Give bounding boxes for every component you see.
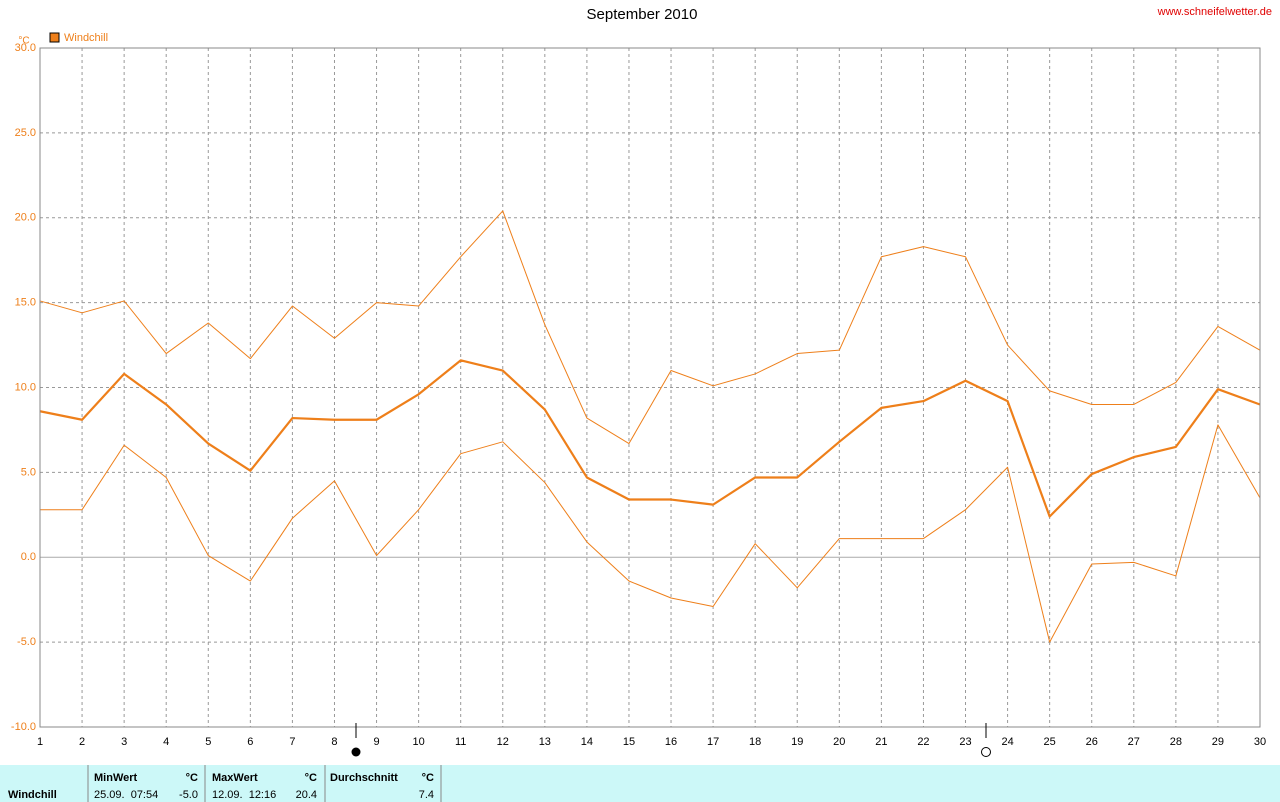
x-tick-label: 16 [665,736,677,748]
table-header: Durchschnitt [330,772,398,784]
y-tick-label: 20.0 [15,212,36,224]
x-tick-label: 6 [247,736,253,748]
table-header: °C [186,772,198,784]
y-tick-label: 30.0 [15,42,36,54]
x-tick-label: 12 [497,736,509,748]
x-tick-label: 8 [331,736,337,748]
x-tick-label: 28 [1170,736,1182,748]
table-cell: 7.4 [419,789,434,801]
y-tick-label: -10.0 [11,721,36,733]
chart-title: September 2010 [587,6,698,23]
series-line [39,210,1261,445]
y-tick-label: 0.0 [21,551,36,563]
y-tick-label: 25.0 [15,127,36,139]
x-tick-label: 11 [455,736,466,748]
table-cell: 20.4 [296,789,317,801]
x-tick-label: 10 [412,736,424,748]
y-tick-label: -5.0 [17,636,36,648]
x-tick-label: 5 [205,736,211,748]
table-header: °C [305,772,317,784]
x-tick-label: 13 [539,736,551,748]
x-tick-label: 22 [917,736,929,748]
x-tick-label: 23 [959,736,971,748]
x-tick-label: 19 [791,736,803,748]
x-tick-label: 2 [79,736,85,748]
x-tick-label: 4 [163,736,169,748]
table-header: °C [422,772,434,784]
table-cell: 12.09. 12:16 [212,789,276,801]
x-tick-label: 1 [37,736,43,748]
summary-table: Windchill MinWert °C MaxWert °C Durchsch… [0,765,1280,802]
y-unit: °C [18,36,29,47]
legend-swatch [49,32,60,43]
x-tick-label: 26 [1086,736,1098,748]
x-tick-label: 25 [1044,736,1056,748]
x-tick-label: 9 [373,736,379,748]
x-tick-label: 3 [121,736,127,748]
table-cell: 25.09. 07:54 [94,789,158,801]
x-tick-label: 29 [1212,736,1224,748]
x-tick-label: 20 [833,736,845,748]
y-tick-label: 5.0 [21,466,36,478]
series-line [39,359,1261,518]
x-tick-label: 17 [707,736,719,748]
table-header: MinWert [94,772,138,784]
new-moon-icon [351,747,361,757]
table-background [0,765,1280,802]
legend-label: Windchill [64,32,108,44]
y-tick-label: 15.0 [15,297,36,309]
table-header: MaxWert [212,772,258,784]
x-tick-label: 14 [581,736,593,748]
plot-frame [39,47,1261,728]
table-cell: -5.0 [179,789,198,801]
x-tick-label: 18 [749,736,761,748]
y-tick-label: 10.0 [15,381,36,393]
x-tick-label: 21 [875,736,887,748]
source: www.schneifelwetter.de [1157,6,1272,18]
x-tick-label: 7 [289,736,295,748]
series-line [40,424,1261,643]
x-tick-label: 15 [623,736,635,748]
table-row-label: Windchill [8,789,57,801]
x-tick-label: 24 [1001,736,1013,748]
full-moon-icon [981,747,991,757]
x-tick-label: 30 [1254,736,1266,748]
x-tick-label: 27 [1128,736,1140,748]
